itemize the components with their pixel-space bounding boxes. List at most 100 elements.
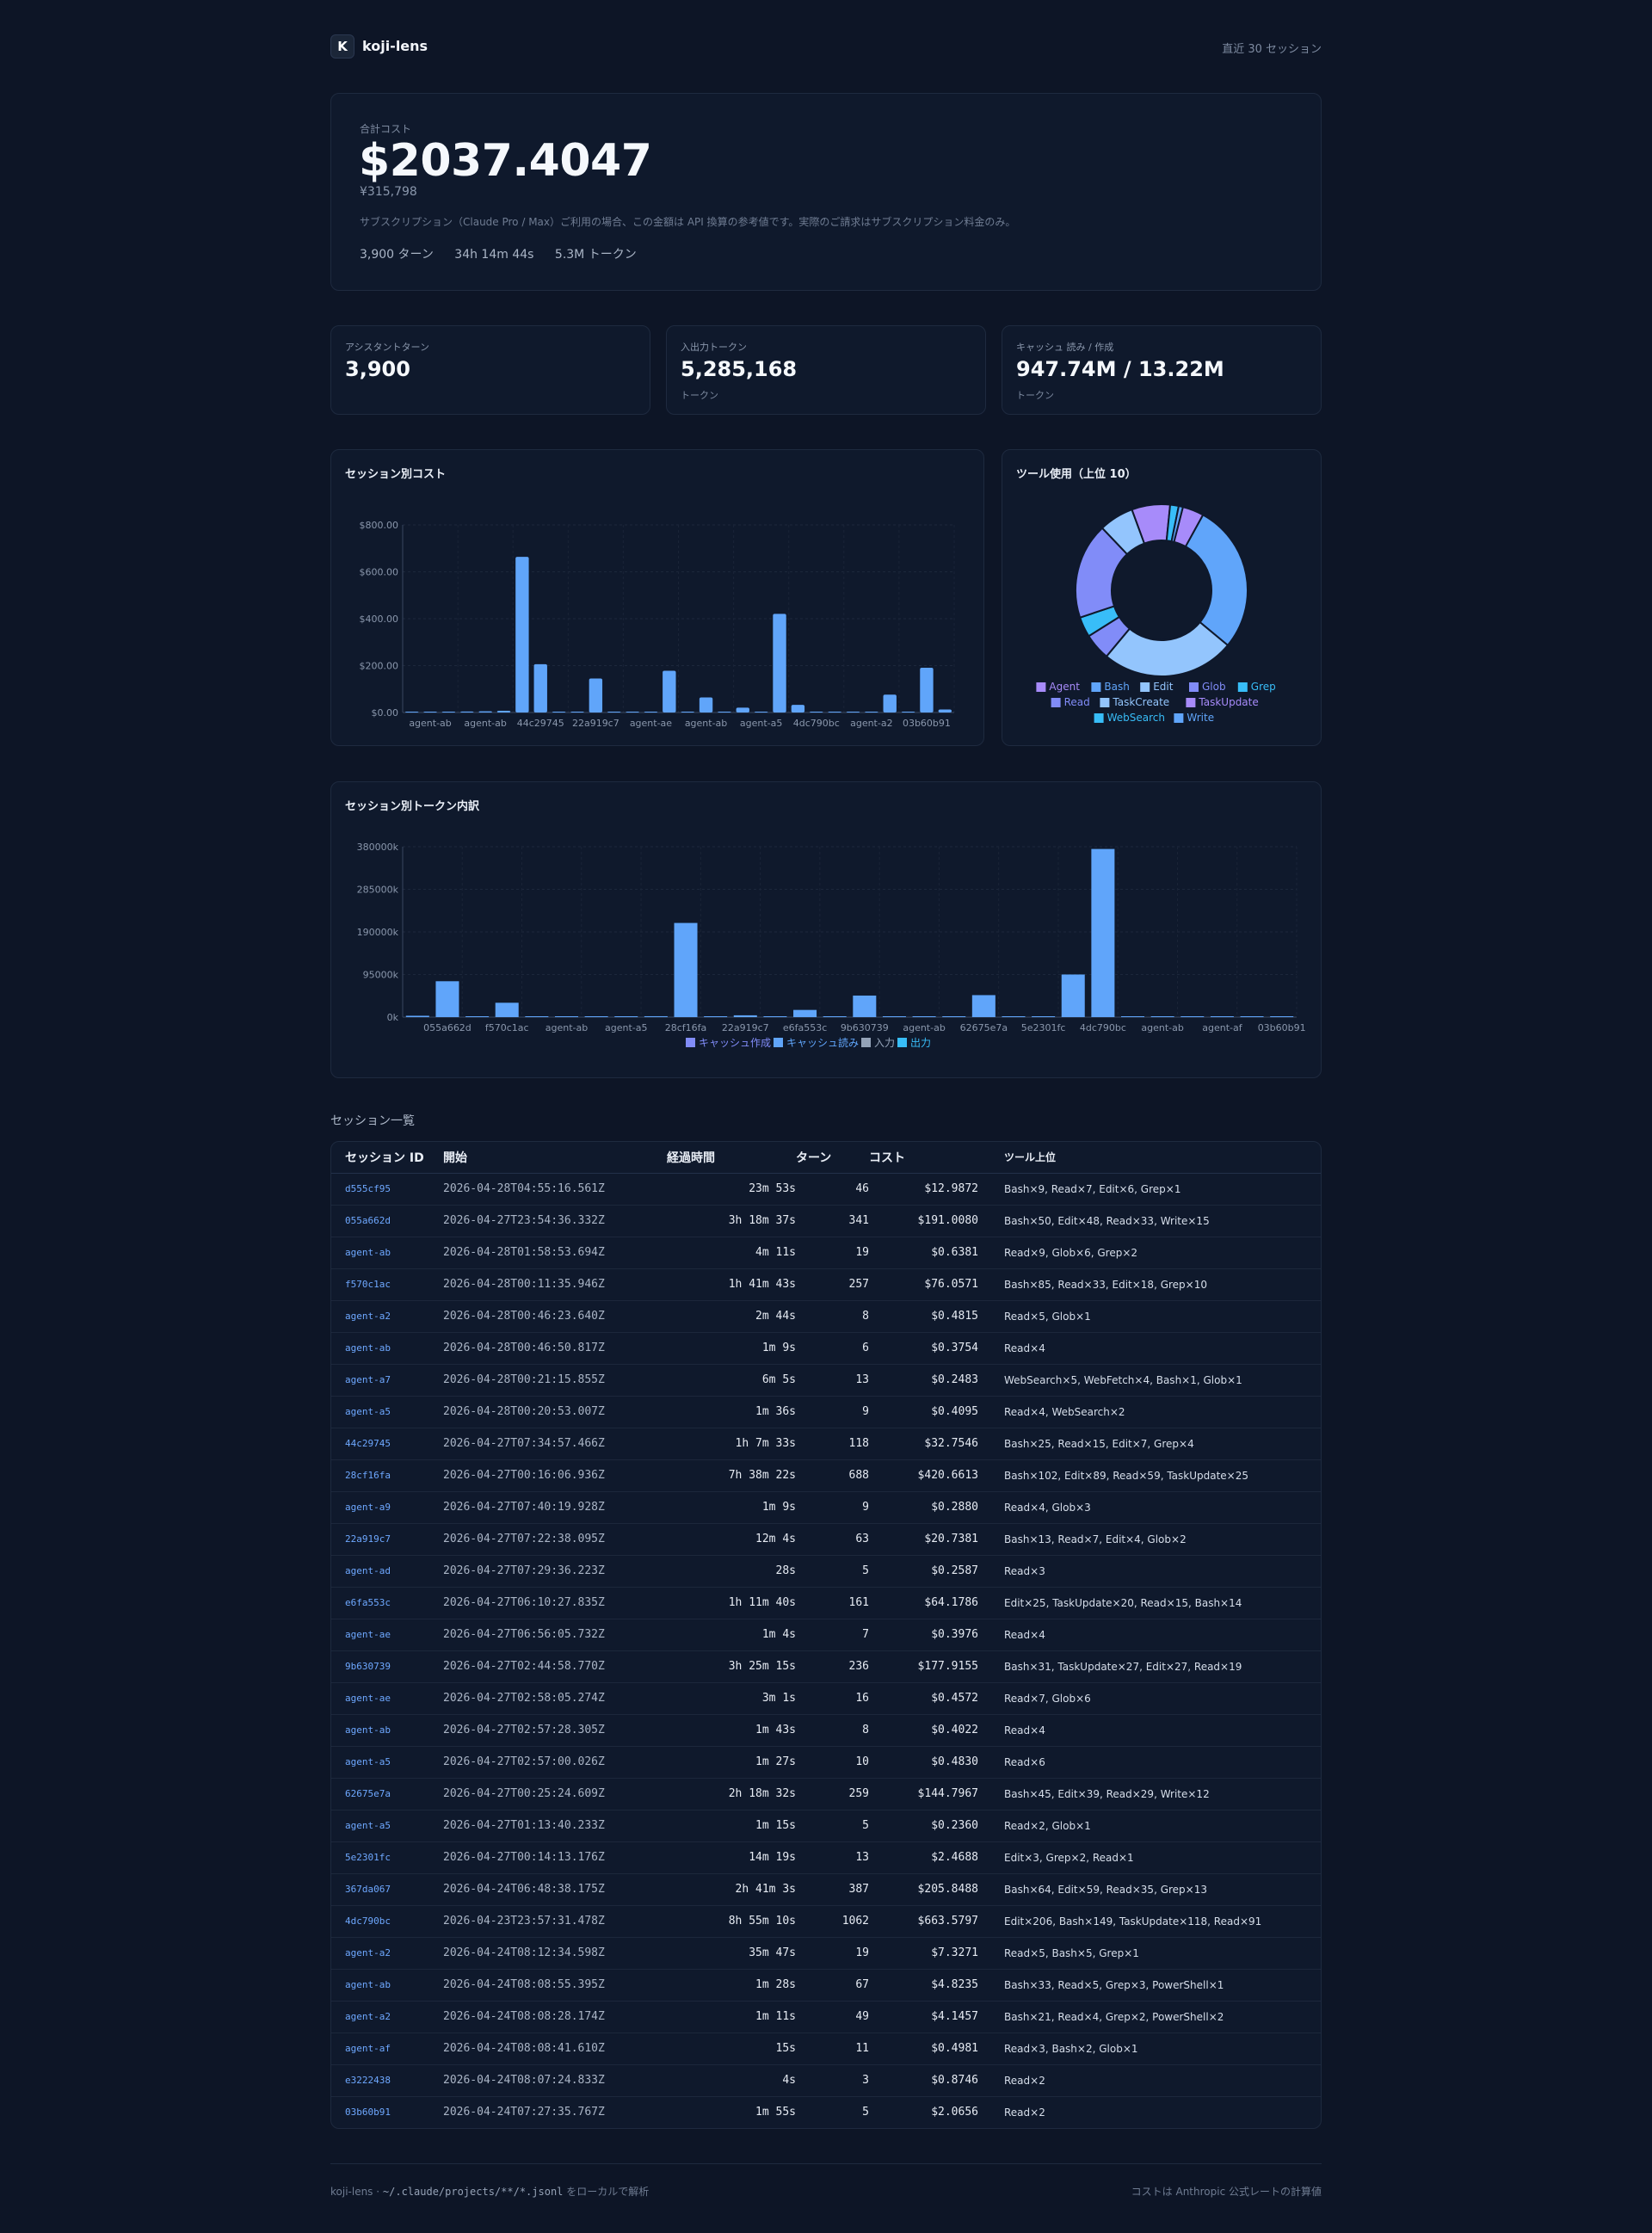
app-logo[interactable]: K	[330, 34, 354, 59]
row-session-id[interactable]: 9b630739	[331, 1650, 443, 1683]
tools-chart-title: ツール使用（上位 10）	[1016, 468, 1137, 481]
table-row[interactable]: 22a919c7 2026-04-27T07:22:38.095Z 12m 4s 63…	[331, 1523, 1321, 1556]
row-cost: $20.7381	[869, 1523, 978, 1556]
row-session-id[interactable]: agent-a5	[331, 1746, 443, 1779]
row-session-id[interactable]: 62675e7a	[331, 1778, 443, 1810]
row-top-tools: Bash×9, Read×7, Edit×6, Grep×1	[978, 1173, 1321, 1206]
table-row[interactable]: agent-a2 2026-04-28T00:46:23.640Z 2m 44s 8 $…	[331, 1300, 1321, 1333]
col-duration[interactable]: 経過時間	[667, 1142, 796, 1174]
col-session-id[interactable]: セッション ID	[331, 1142, 443, 1174]
row-turns: 5	[796, 2096, 869, 2128]
row-session-id[interactable]: 5e2301fc	[331, 1841, 443, 1874]
table-row[interactable]: agent-a5 2026-04-27T02:57:00.026Z 1m 27s 10…	[331, 1746, 1321, 1779]
table-row[interactable]: 28cf16fa 2026-04-27T00:16:06.936Z 7h 38m 2…	[331, 1459, 1321, 1492]
table-row[interactable]: d555cf95 2026-04-28T04:55:16.561Z 23m 53s 4…	[331, 1173, 1321, 1206]
col-cost[interactable]: コスト	[869, 1142, 978, 1174]
table-row[interactable]: 055a662d 2026-04-27T23:54:36.332Z 3h 18m 3…	[331, 1205, 1321, 1237]
row-session-id[interactable]: d555cf95	[331, 1173, 443, 1206]
row-session-id[interactable]: f570c1ac	[331, 1268, 443, 1301]
x-tick-label: agent-ab	[903, 1022, 945, 1033]
row-top-tools: Read×5, Bash×5, Grep×1	[978, 1937, 1321, 1970]
table-row[interactable]: e6fa553c 2026-04-27T06:10:27.835Z 1h 11m 4…	[331, 1587, 1321, 1619]
row-start: 2026-04-28T00:11:35.946Z	[443, 1268, 667, 1301]
table-row[interactable]: agent-ae 2026-04-27T02:58:05.274Z 3m 1s 16 $…	[331, 1682, 1321, 1715]
table-row[interactable]: 5e2301fc 2026-04-27T00:14:13.176Z 14m 19s 1…	[331, 1841, 1321, 1874]
table-row[interactable]: agent-ae 2026-04-27T06:56:05.732Z 1m 4s 7 $0…	[331, 1619, 1321, 1651]
row-session-id[interactable]: agent-a2	[331, 1937, 443, 1970]
col-start[interactable]: 開始	[443, 1142, 667, 1174]
table-row[interactable]: agent-ab 2026-04-28T00:46:50.817Z 1m 9s 6 $0…	[331, 1332, 1321, 1365]
table-row[interactable]: 03b60b91 2026-04-24T07:27:35.767Z 1m 55s 5 $…	[331, 2096, 1321, 2128]
row-session-id[interactable]: 22a919c7	[331, 1523, 443, 1556]
footer-path: ~/.claude/projects/**/*.jsonl	[382, 2186, 564, 2198]
footer-suffix: をローカルで解析	[563, 2186, 650, 2198]
row-session-id[interactable]: agent-af	[331, 2033, 443, 2065]
row-cost: $4.8235	[869, 1969, 978, 2002]
row-session-id[interactable]: agent-a7	[331, 1364, 443, 1397]
row-turns: 688	[796, 1459, 869, 1492]
row-top-tools: Bash×21, Read×4, Grep×2, PowerShell×2	[978, 2001, 1321, 2033]
row-session-id[interactable]: agent-a2	[331, 2001, 443, 2033]
table-row[interactable]: agent-a5 2026-04-28T00:20:53.007Z 1m 36s 9 $…	[331, 1396, 1321, 1428]
tokens-chart-panel: セッション別トークン内訳 0k 95000k 190000k 285000k 38000…	[330, 781, 1322, 1078]
app-name[interactable]: koji-lens	[362, 38, 428, 54]
table-row[interactable]: agent-ad 2026-04-27T07:29:36.223Z 28s 5 $0.2…	[331, 1555, 1321, 1588]
row-session-id[interactable]: agent-ab	[331, 1714, 443, 1747]
row-session-id[interactable]: 28cf16fa	[331, 1459, 443, 1492]
table-row[interactable]: e3222438 2026-04-24T08:07:24.833Z 4s 3 $0.87…	[331, 2064, 1321, 2097]
table-row[interactable]: agent-a7 2026-04-28T00:21:15.855Z 6m 5s 13 $…	[331, 1364, 1321, 1397]
row-session-id[interactable]: 4dc790bc	[331, 1905, 443, 1938]
col-top-tools[interactable]: ツール上位	[978, 1142, 1321, 1174]
row-turns: 16	[796, 1682, 869, 1715]
row-duration: 28s	[667, 1555, 796, 1588]
table-row[interactable]: agent-a2 2026-04-24T08:08:28.174Z 1m 11s 49…	[331, 2001, 1321, 2033]
cost-bar	[663, 670, 676, 712]
row-session-id[interactable]: agent-a5	[331, 1396, 443, 1428]
row-turns: 8	[796, 1300, 869, 1333]
table-row[interactable]: agent-af 2026-04-24T08:08:41.610Z 15s 11 $0.…	[331, 2033, 1321, 2065]
row-session-id[interactable]: agent-ae	[331, 1619, 443, 1651]
cost-bar	[533, 663, 547, 712]
table-row[interactable]: agent-a9 2026-04-27T07:40:19.928Z 1m 9s 9 $0…	[331, 1491, 1321, 1524]
row-session-id[interactable]: agent-ad	[331, 1555, 443, 1588]
table-row[interactable]: 4dc790bc 2026-04-23T23:57:31.478Z 8h 55m 1…	[331, 1905, 1321, 1938]
token-bar-segment	[1121, 1016, 1145, 1017]
footer-divider	[330, 2163, 1322, 2164]
table-row[interactable]: f570c1ac 2026-04-28T00:11:35.946Z 1h 41m 4…	[331, 1268, 1321, 1301]
table-row[interactable]: agent-a2 2026-04-24T08:12:34.598Z 35m 47s 1…	[331, 1937, 1321, 1970]
col-turns[interactable]: ターン	[796, 1142, 869, 1174]
row-session-id[interactable]: 367da067	[331, 1873, 443, 1906]
table-row[interactable]: 62675e7a 2026-04-27T00:25:24.609Z 2h 18m 3…	[331, 1778, 1321, 1810]
total-cost-value: $2037.4047	[359, 135, 652, 187]
row-session-id[interactable]: agent-a9	[331, 1491, 443, 1524]
table-row[interactable]: 9b630739 2026-04-27T02:44:58.770Z 3h 25m 1…	[331, 1650, 1321, 1683]
row-start: 2026-04-27T00:25:24.609Z	[443, 1778, 667, 1810]
cost-bar	[515, 557, 529, 712]
row-start: 2026-04-24T08:08:41.610Z	[443, 2033, 667, 2065]
row-session-id[interactable]: 03b60b91	[331, 2096, 443, 2128]
row-session-id[interactable]: e3222438	[331, 2064, 443, 2097]
row-top-tools: Bash×13, Read×7, Edit×4, Glob×2	[978, 1523, 1321, 1556]
row-duration: 3h 25m 15s	[667, 1650, 796, 1683]
row-session-id[interactable]: agent-ab	[331, 1332, 443, 1365]
table-row[interactable]: 44c29745 2026-04-27T07:34:57.466Z 1h 7m 33…	[331, 1428, 1321, 1460]
legend-swatch	[1237, 682, 1248, 692]
row-session-id[interactable]: agent-a5	[331, 1810, 443, 1842]
session-table: セッション ID 開始 経過時間 ターン コスト ツール上位 d555cf95 2…	[331, 1142, 1321, 2128]
subscription-note: サブスクリプション（Claude Pro / Max）ご利用の場合、この金額は …	[360, 216, 1016, 228]
row-session-id[interactable]: 055a662d	[331, 1205, 443, 1237]
row-session-id[interactable]: agent-a2	[331, 1300, 443, 1333]
row-session-id[interactable]: agent-ab	[331, 1969, 443, 2002]
row-session-id[interactable]: agent-ae	[331, 1682, 443, 1715]
table-row[interactable]: agent-a5 2026-04-27T01:13:40.233Z 1m 15s 5 $…	[331, 1810, 1321, 1842]
row-session-id[interactable]: e6fa553c	[331, 1587, 443, 1619]
table-row[interactable]: agent-ab 2026-04-28T01:58:53.694Z 4m 11s 19…	[331, 1237, 1321, 1269]
table-row[interactable]: 367da067 2026-04-24T06:48:38.175Z 2h 41m 3…	[331, 1873, 1321, 1906]
row-session-id[interactable]: 44c29745	[331, 1428, 443, 1460]
y-tick-label: $800.00	[360, 520, 399, 531]
table-row[interactable]: agent-ab 2026-04-27T02:57:28.305Z 1m 43s 8 $…	[331, 1714, 1321, 1747]
table-row[interactable]: agent-ab 2026-04-24T08:08:55.395Z 1m 28s 67…	[331, 1969, 1321, 2002]
legend-swatch	[897, 1038, 907, 1047]
row-duration: 1m 55s	[667, 2096, 796, 2128]
row-session-id[interactable]: agent-ab	[331, 1237, 443, 1269]
